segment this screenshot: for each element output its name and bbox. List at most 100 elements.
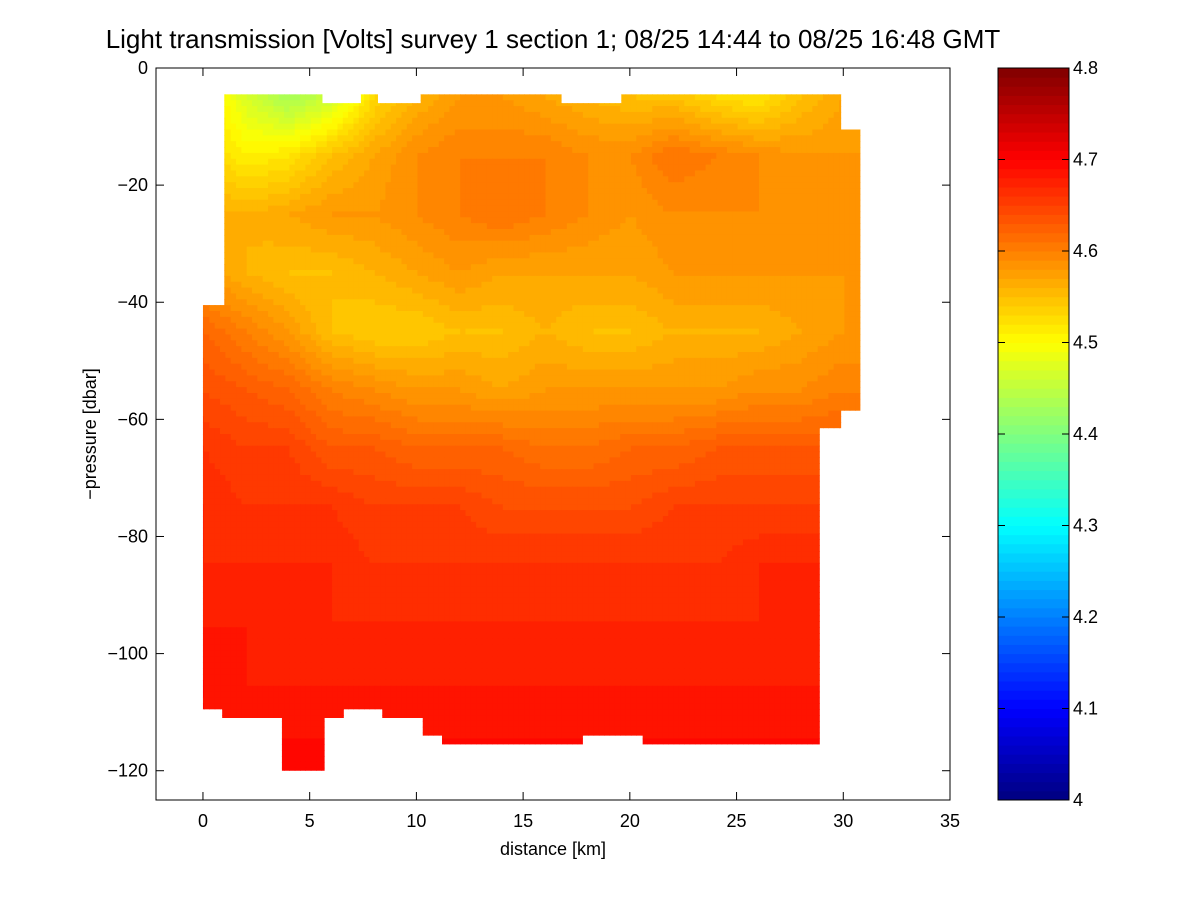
field-cell	[380, 293, 387, 300]
field-cell	[646, 135, 653, 142]
field-cell	[721, 170, 728, 177]
field-cell	[358, 147, 365, 154]
field-cell	[716, 316, 723, 324]
field-cell	[678, 246, 685, 254]
field-cell	[812, 275, 819, 283]
field-cell	[310, 100, 317, 107]
field-cell	[358, 117, 365, 125]
field-cell	[470, 164, 477, 172]
field-cell	[332, 264, 339, 271]
field-cell	[823, 217, 829, 224]
field-cell	[817, 305, 824, 312]
field-cell	[673, 94, 680, 101]
field-cell	[225, 152, 232, 160]
field-cell	[460, 176, 467, 183]
field-cell	[438, 199, 445, 207]
field-cell	[657, 100, 664, 107]
field-cell	[460, 281, 467, 289]
field-cell	[646, 182, 653, 189]
field-cell	[566, 223, 573, 230]
field-cell	[849, 152, 856, 160]
field-cell	[273, 223, 280, 230]
field-cell	[278, 223, 285, 230]
field-cell	[262, 141, 269, 148]
field-cell	[502, 182, 509, 189]
field-cell	[438, 94, 445, 101]
field-cell	[444, 123, 451, 131]
field-cell	[486, 270, 493, 277]
field-cell	[545, 246, 552, 254]
field-cell	[428, 199, 435, 207]
field-cell	[732, 100, 739, 107]
field-cell	[705, 152, 712, 160]
field-cell	[278, 258, 285, 265]
field-cell	[545, 94, 552, 101]
field-cell	[753, 281, 760, 289]
field-cell	[758, 299, 765, 306]
field-cell	[566, 141, 573, 148]
field-cell	[396, 123, 403, 131]
field-cell	[454, 123, 461, 131]
field-cell	[748, 94, 755, 101]
field-cell	[534, 111, 541, 119]
field-cell	[817, 275, 824, 283]
field-cell	[396, 106, 403, 113]
field-cell	[769, 176, 776, 183]
field-cell	[385, 176, 392, 183]
field-cell	[556, 275, 563, 283]
field-cell	[417, 223, 424, 230]
field-cell	[444, 234, 451, 242]
field-cell	[374, 305, 381, 312]
field-cell	[566, 287, 573, 295]
field-cell	[716, 234, 723, 242]
field-cell	[780, 240, 787, 248]
field-cell	[545, 211, 552, 218]
field-cell	[454, 287, 461, 295]
field-cell	[748, 281, 755, 289]
field-cell	[502, 117, 509, 125]
field-cell	[785, 217, 792, 224]
field-cell	[390, 287, 397, 295]
field-cell	[764, 135, 771, 142]
field-cell	[673, 305, 680, 312]
field-cell	[684, 188, 691, 195]
field-cell	[390, 311, 397, 318]
field-cell	[700, 147, 707, 154]
field-cell	[593, 211, 600, 218]
field-cell	[732, 264, 739, 271]
field-cell	[438, 234, 445, 242]
field-cell	[385, 164, 392, 172]
field-cell	[828, 152, 835, 160]
field-cell	[668, 270, 675, 277]
field-cell	[780, 170, 787, 177]
field-cell	[684, 223, 691, 230]
field-cell	[577, 311, 584, 318]
field-cell	[428, 188, 435, 195]
field-cell	[614, 188, 621, 195]
field-cell	[652, 199, 659, 207]
field-cell	[801, 246, 808, 254]
field-cell	[262, 147, 269, 154]
field-cell	[582, 147, 589, 154]
field-cell	[561, 182, 568, 189]
field-cell	[294, 311, 301, 318]
field-cell	[470, 147, 477, 154]
field-cell	[518, 293, 525, 300]
field-cell	[588, 316, 595, 324]
field-cell	[828, 135, 835, 142]
field-cell	[678, 223, 685, 230]
field-cell	[508, 152, 515, 160]
field-cell	[732, 170, 739, 177]
field-cell	[460, 305, 467, 312]
field-cell	[406, 305, 413, 312]
field-cell	[422, 170, 429, 177]
field-cell	[310, 264, 317, 271]
field-cell	[470, 258, 477, 265]
field-cell	[785, 258, 792, 265]
field-cell	[316, 147, 323, 154]
field-cell	[241, 299, 248, 306]
field-cell	[348, 305, 355, 312]
field-cell	[369, 123, 376, 131]
field-cell	[839, 135, 845, 142]
